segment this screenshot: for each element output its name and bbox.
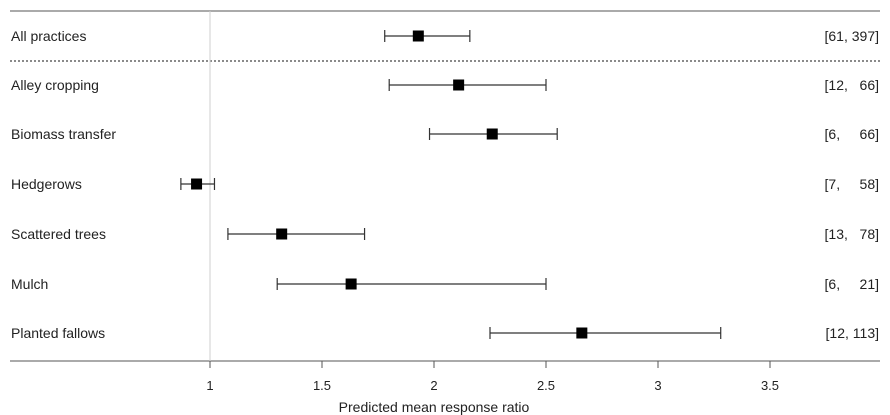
- row-label: All practices: [11, 28, 86, 44]
- x-tick-label: 2: [430, 378, 437, 393]
- row-label: Biomass transfer: [11, 126, 116, 142]
- x-axis-ticks: 1 1.5 2 2.5 3 3.5: [206, 361, 779, 393]
- row-label: Alley cropping: [11, 77, 99, 93]
- sample-size-label: [7, 58]: [825, 176, 879, 192]
- forest-row: All practices [61, 397]: [11, 28, 879, 44]
- estimate-marker: [453, 79, 465, 91]
- forest-row: Biomass transfer [6, 66]: [11, 126, 879, 142]
- estimate-marker: [191, 178, 203, 190]
- x-tick-label: 2.5: [537, 378, 555, 393]
- sample-size-label: [6, 66]: [825, 126, 879, 142]
- row-label: Scattered trees: [11, 226, 106, 242]
- row-label: Hedgerows: [11, 176, 82, 192]
- forest-row: Mulch [6, 21]: [11, 276, 879, 292]
- estimate-marker: [576, 327, 588, 339]
- estimate-marker: [486, 128, 498, 140]
- estimate-marker: [276, 228, 288, 240]
- x-tick-label: 3.5: [761, 378, 779, 393]
- sample-size-label: [12, 113]: [826, 325, 879, 341]
- row-label: Mulch: [11, 276, 48, 292]
- x-axis-title: Predicted mean response ratio: [339, 399, 530, 415]
- estimate-marker: [345, 278, 357, 290]
- sample-size-label: [6, 21]: [825, 276, 879, 292]
- forest-row: Alley cropping [12, 66]: [11, 77, 879, 93]
- estimate-marker: [412, 30, 424, 42]
- forest-row: Planted fallows [12, 113]: [11, 325, 879, 341]
- x-tick-label: 3: [654, 378, 661, 393]
- forest-row: Scattered trees [13, 78]: [11, 226, 879, 242]
- x-tick-label: 1: [206, 378, 213, 393]
- row-label: Planted fallows: [11, 325, 105, 341]
- x-tick-label: 1.5: [313, 378, 331, 393]
- rows-group: All practices [61, 397] Alley cropping [12,…: [11, 28, 879, 341]
- sample-size-label: [61, 397]: [825, 28, 880, 44]
- forest-row: Hedgerows [7, 58]: [11, 176, 879, 192]
- sample-size-label: [13, 78]: [825, 226, 879, 242]
- sample-size-label: [12, 66]: [825, 77, 879, 93]
